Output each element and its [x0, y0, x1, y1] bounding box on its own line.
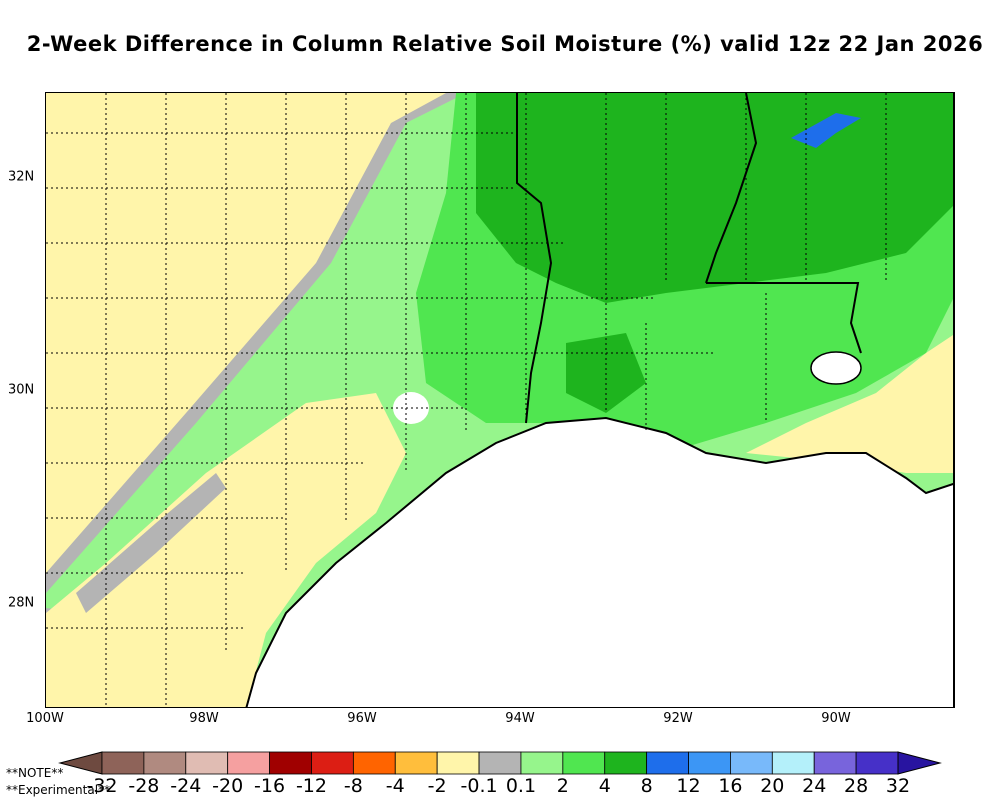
- colorbar-swatch: [688, 751, 731, 775]
- colorbar-swatch: [436, 751, 480, 775]
- colorbar-label: 20: [760, 775, 785, 797]
- colorbar-label: 32: [885, 775, 911, 797]
- lon-tick-label: 92W: [663, 711, 693, 726]
- colorbar-label: -2: [427, 775, 447, 797]
- lon-tick-label: 90W: [821, 711, 851, 726]
- neutral-streak: [76, 473, 226, 613]
- colorbar-label: -32: [86, 775, 118, 797]
- colorbar-swatch: [855, 751, 899, 775]
- state-boundaries: [516, 93, 954, 707]
- colorbar-label: -12: [295, 775, 327, 797]
- louisiana-mississippi-border: [706, 282, 862, 354]
- dark-green-region: [476, 93, 954, 303]
- gulf-of-mexico: [246, 418, 954, 707]
- colorbar-swatch: [143, 751, 187, 775]
- colorbar-swatch: [185, 751, 229, 775]
- colorbar-label: -16: [254, 775, 286, 797]
- note-label: **NOTE**: [6, 766, 64, 780]
- colorbar-swatch: [269, 751, 312, 775]
- colorbar-swatch: [771, 751, 815, 775]
- soil-moisture-map: [46, 93, 954, 707]
- county-boundaries: [46, 93, 887, 707]
- colorbar-label: -0.1: [460, 775, 498, 797]
- lat-tick-label: 30N: [8, 382, 35, 398]
- colorbar-label: 0.1: [505, 775, 537, 797]
- lat-tick-label: 32N: [8, 169, 35, 185]
- lat-tick-label: 28N: [8, 595, 35, 611]
- texas-louisiana-border: [516, 93, 553, 424]
- colorbar-arrow-low: [58, 751, 103, 775]
- colorbar-swatch: [311, 751, 354, 775]
- map-panel: [45, 92, 955, 708]
- colorbar-swatch: [101, 751, 145, 775]
- map-title: 2-Week Difference in Column Relative Soi…: [26, 32, 984, 56]
- colorbar-swatch: [520, 751, 564, 775]
- lon-tick-label: 94W: [505, 711, 535, 726]
- colorbar-label: 2: [556, 775, 569, 797]
- mississippi-river: [705, 93, 758, 284]
- colorbar-arrow-high: [897, 751, 942, 775]
- colorbar-label: 4: [598, 775, 611, 797]
- experimental-label: **Experimental**: [6, 783, 111, 797]
- colorbar-label: 24: [802, 775, 827, 797]
- colorbar-label: -8: [343, 775, 363, 797]
- colorbar-label: 28: [844, 775, 869, 797]
- colorbar-swatch: [394, 751, 438, 775]
- colorbar-label: -4: [385, 775, 405, 797]
- colorbar-swatch: [227, 751, 270, 775]
- colorbar-label: 16: [718, 775, 743, 797]
- coastal-dry-region: [746, 334, 954, 473]
- colorbar-swatch: [813, 751, 857, 775]
- colorbar-label: 12: [676, 775, 701, 797]
- colorbar-swatch: [352, 751, 396, 775]
- colorbar-label: -20: [212, 775, 244, 797]
- colorbar-label: -28: [128, 775, 160, 797]
- colorbar-swatch: [730, 751, 773, 775]
- lon-tick-label: 100W: [26, 711, 64, 726]
- colorbar-swatch: [646, 751, 689, 775]
- colorbar-label: -24: [170, 775, 202, 797]
- lake-pontchartrain: [810, 351, 862, 385]
- colorbar-label: 8: [640, 775, 653, 797]
- lon-tick-label: 96W: [347, 711, 377, 726]
- coastline: [245, 416, 954, 707]
- colorbar-swatch: [562, 751, 606, 775]
- colorbar-swatch: [478, 751, 522, 775]
- lon-tick-label: 98W: [189, 711, 219, 726]
- colorbar-swatch: [604, 751, 648, 775]
- wet-patch-blue: [791, 113, 861, 148]
